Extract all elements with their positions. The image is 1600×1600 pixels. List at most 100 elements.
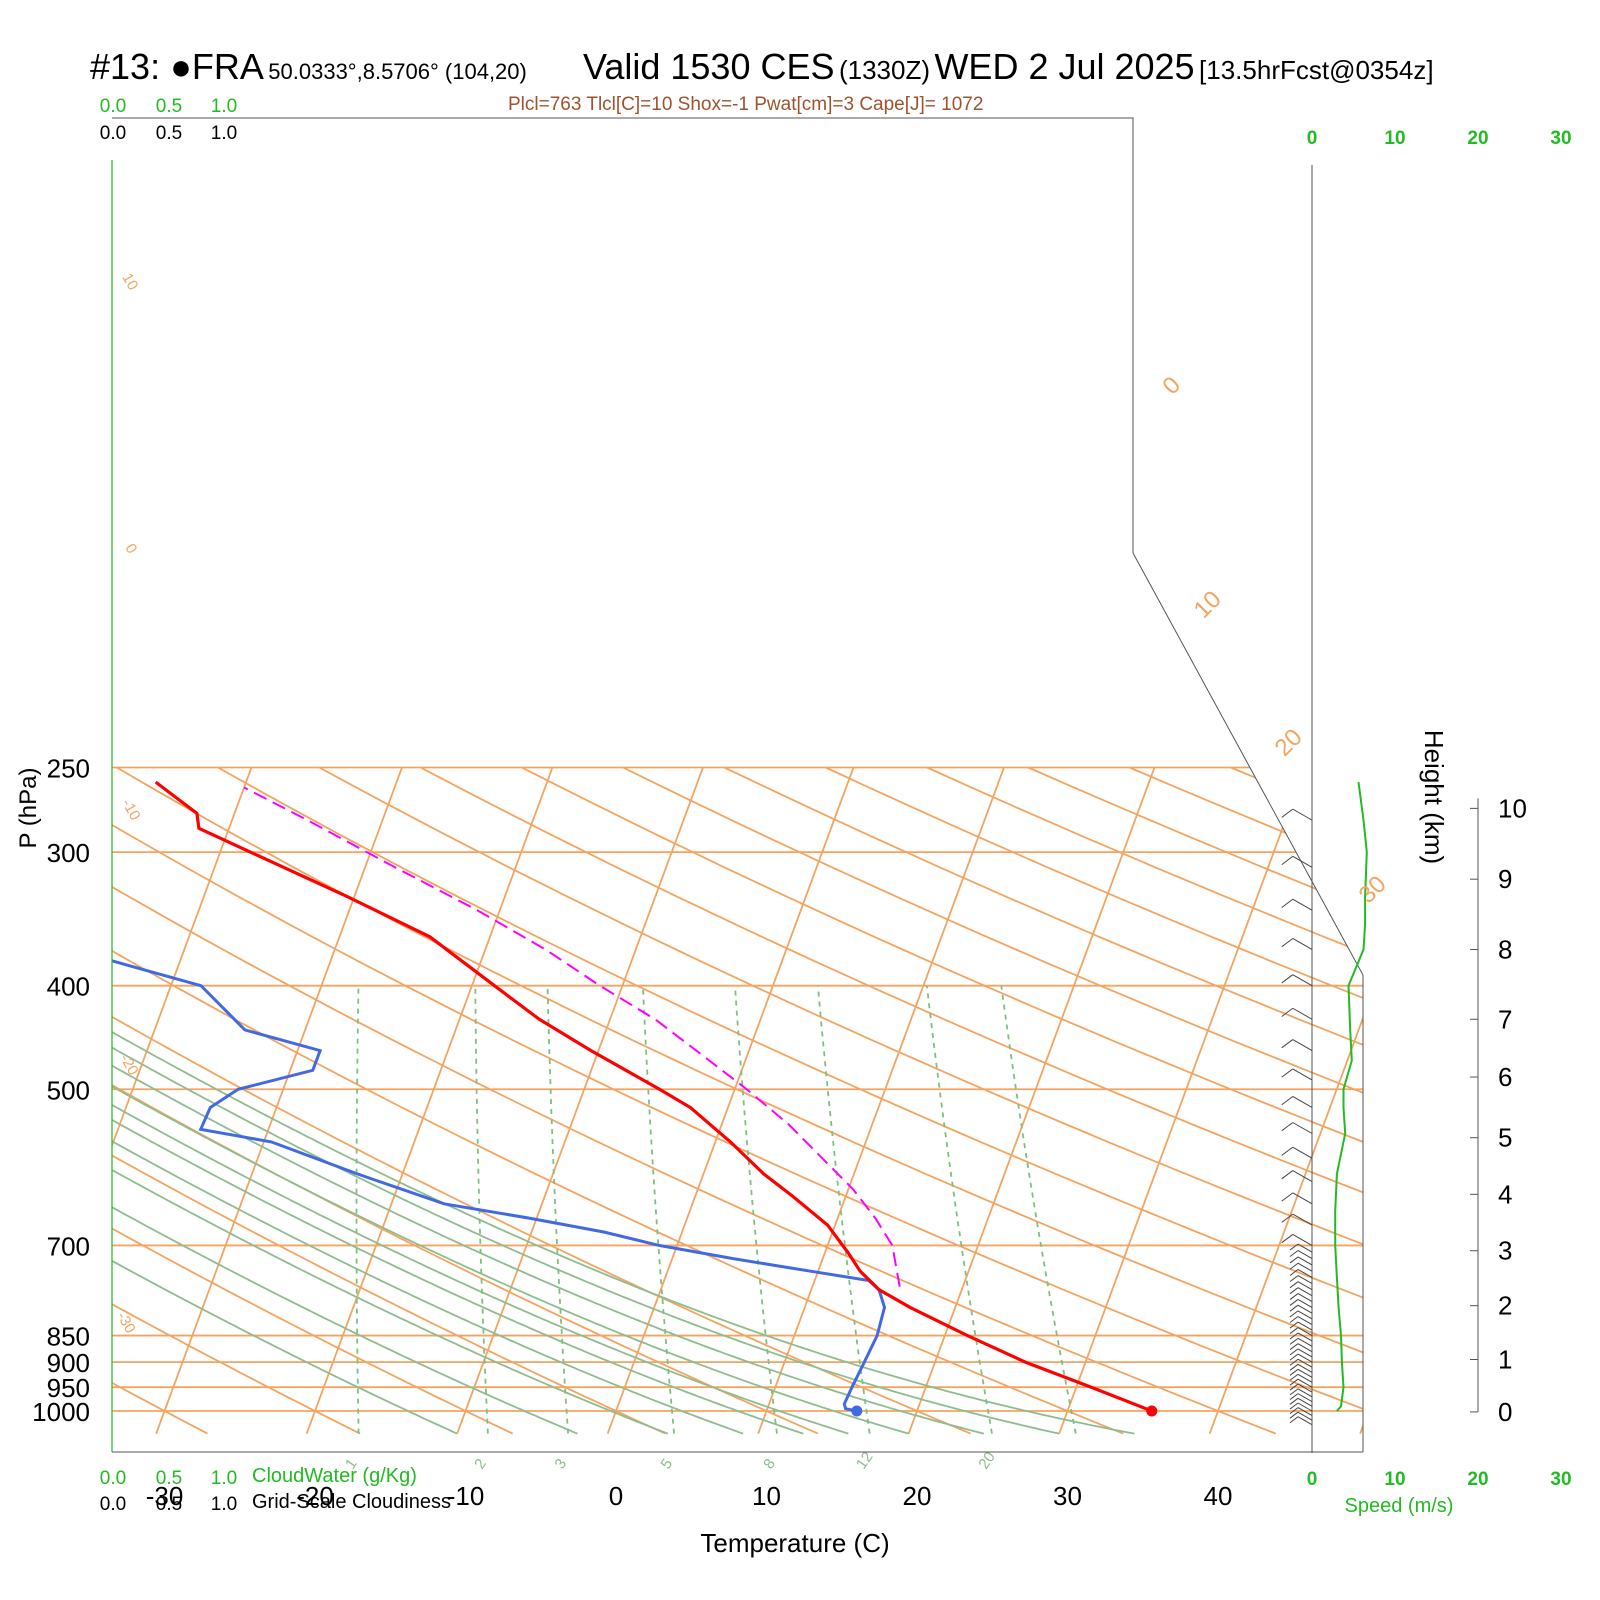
mixing-ratio-line: [546, 985, 569, 1434]
wind-barb-flag: [1289, 1348, 1299, 1356]
pressure-tick-label: 700: [47, 1231, 90, 1261]
wind-barb: [1297, 1316, 1313, 1325]
wind-barb: [1297, 1373, 1313, 1383]
wind-barb-flag: [1289, 1358, 1299, 1366]
wind-barb: [1297, 1397, 1313, 1407]
isotherm-label: 20: [1270, 724, 1308, 762]
wind-barb: [1297, 1383, 1313, 1393]
wind-barb-flag: [1289, 1250, 1299, 1257]
wind-barb-flag: [1281, 938, 1294, 948]
dry-adiabat: [622, 766, 1363, 1435]
mixing-ratio-label: 12: [853, 1449, 876, 1472]
wind-barb: [1292, 1122, 1313, 1134]
temperature-tick-label: 30: [1053, 1481, 1082, 1511]
dry-adiabat: [112, 766, 1363, 1435]
dry-adiabat: [112, 766, 666, 1435]
dry-adiabat: [112, 766, 971, 1435]
mixing-ratio-label: 5: [657, 1456, 676, 1473]
thermodynamic-grid: [112, 759, 1600, 1435]
wind-barb-flag: [1289, 1304, 1299, 1312]
mixing-ratio-line: [817, 985, 871, 1434]
wind-barb-flag: [1289, 1416, 1299, 1424]
height-tick-label: 4: [1498, 1179, 1512, 1209]
wind-barb: [1297, 1337, 1313, 1347]
isotherm-line: [456, 767, 704, 1434]
wind-barb: [1292, 1068, 1313, 1081]
wind-barb: [1297, 1407, 1313, 1417]
dry-adiabat: [1535, 768, 1600, 1434]
temperature-tick-label: 10: [752, 1481, 781, 1511]
wind-barb-flag: [1289, 1281, 1299, 1289]
wind-barb: [1297, 1378, 1313, 1388]
wind-barb-flag: [1289, 1388, 1299, 1396]
station-name: FRA: [191, 46, 264, 87]
wind-barb-flag: [1281, 1096, 1294, 1106]
wind-barb: [1292, 1039, 1313, 1051]
wind-barb-flag: [1281, 808, 1294, 818]
wind-barb-flag: [1289, 1310, 1299, 1318]
isotherm-line: [907, 767, 1156, 1434]
stability-indices: Plcl=763 Tlcl[C]=10 Shox=-1 Pwat[cm]=3 C…: [508, 94, 984, 115]
wind-barb-flag: [1289, 1243, 1299, 1251]
wind-barb-flag: [1289, 1393, 1299, 1401]
date-label: WED 2 Jul 2025: [934, 46, 1195, 87]
wind-barb-flag: [1281, 1122, 1294, 1132]
wind-barb: [1297, 1388, 1313, 1398]
wind-barb-flag: [1289, 1327, 1299, 1334]
wind-barb: [1297, 1363, 1313, 1373]
moist-adiabat: [112, 759, 1135, 1435]
cloudiness-tick-bottom: 1.0: [211, 1494, 237, 1515]
moist-adiabat: [112, 759, 669, 1435]
wind-barb-flag: [1281, 1146, 1294, 1156]
isotherm-line: [1058, 767, 1306, 1434]
wind-barb: [1297, 1310, 1313, 1320]
wind-barb-flag: [1289, 1337, 1299, 1345]
speed-tick-top: 30: [1550, 128, 1571, 149]
wind-barb-flag: [1281, 1234, 1294, 1244]
wind-barb-flag: [1289, 1293, 1299, 1300]
isotherm-label-left: -10: [118, 796, 144, 823]
cloudiness-tick-top: 0.5: [156, 123, 182, 144]
cloudwater-tick-bottom: 1.0: [211, 1468, 237, 1489]
isotherm-label: 10: [1189, 586, 1227, 624]
cloudiness-tick-bottom: 0.5: [156, 1494, 182, 1515]
dry-adiabat: [318, 766, 1363, 1435]
wind-barb: [1297, 1281, 1313, 1291]
dry-adiabat: [112, 766, 1124, 1435]
temperature-tick-label: -20: [296, 1481, 334, 1511]
dry-adiabat: [724, 766, 1363, 1435]
valid-label: Valid 1530 CES: [583, 46, 835, 87]
wind-barb: [1292, 1170, 1313, 1182]
temperature-tick-label: -10: [447, 1481, 485, 1511]
wind-barb: [1297, 1256, 1313, 1266]
dry-adiabat: [112, 766, 819, 1435]
wind-barb: [1297, 1411, 1313, 1421]
temperature-tick-label: 0: [609, 1481, 623, 1511]
pressure-tick-label: 1000: [32, 1397, 90, 1427]
wind-barb: [1292, 898, 1313, 911]
wind-barb: [1292, 1192, 1313, 1205]
cloudwater-axis-label: CloudWater (g/Kg): [252, 1465, 417, 1487]
pressure-tick-label: 500: [47, 1075, 90, 1105]
wind-barb-flag: [1289, 1321, 1299, 1329]
wind-barb-flag: [1289, 1378, 1299, 1386]
wind-barb: [1297, 1343, 1313, 1353]
pressure-tick-label: 850: [47, 1322, 90, 1352]
wind-barb: [1297, 1393, 1313, 1403]
dry-adiabat: [1331, 766, 1363, 1435]
pressure-tick-label: 250: [47, 754, 90, 784]
height-tick-label: 5: [1498, 1123, 1512, 1153]
wind-barb-flag: [1289, 1343, 1299, 1351]
wind-barb-flag: [1289, 1397, 1299, 1405]
wind-barb-flag: [1281, 1039, 1294, 1049]
isotherm-line: [155, 767, 403, 1434]
wind-barb-flag: [1281, 855, 1294, 866]
wind-barb: [1297, 1402, 1313, 1412]
temperature-tick-label: 20: [903, 1481, 932, 1511]
temperature-tick-label: 40: [1204, 1481, 1233, 1511]
height-tick-label: 9: [1498, 864, 1512, 894]
wind-barb-flag: [1289, 1411, 1299, 1419]
speed-tick-bottom: 10: [1384, 1469, 1405, 1490]
wind-barb-flag: [1289, 1402, 1299, 1410]
